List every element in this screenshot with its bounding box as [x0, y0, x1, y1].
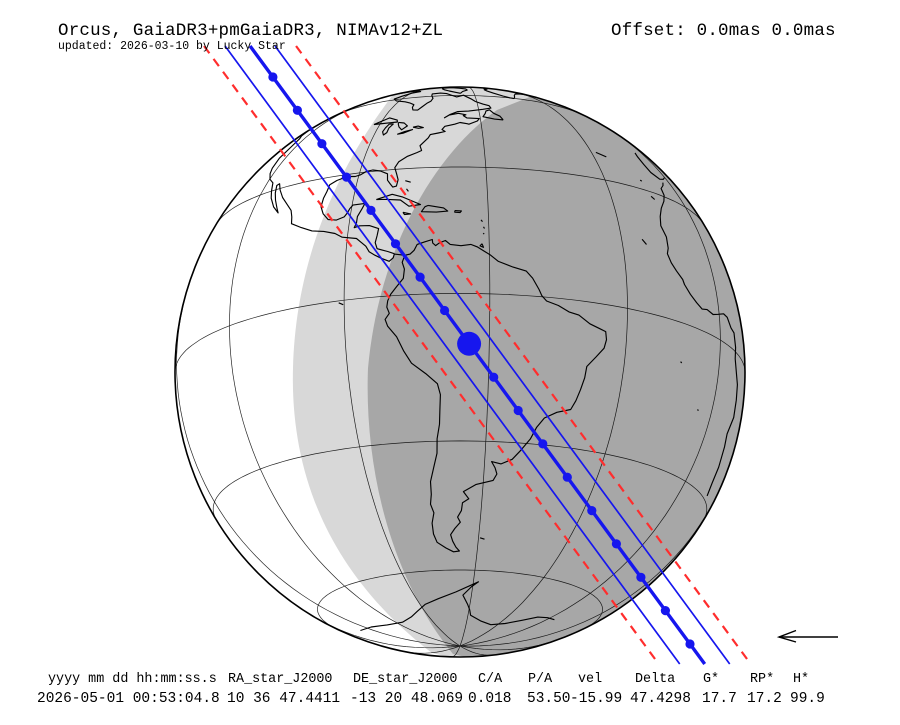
updated-note: updated: 2026-03-10 by Lucky Star	[58, 40, 286, 53]
ephemeris-value-cell: 47.4298	[630, 691, 691, 707]
coastlines	[269, 87, 738, 632]
ephemeris-header-cell: vel	[578, 672, 603, 687]
ephemeris-value-cell: 10 36 47.4411	[227, 691, 341, 707]
path-dot	[685, 639, 695, 649]
ephemeris-header-cell: G*	[703, 672, 720, 687]
ephemeris-header-cell: P/A	[528, 672, 553, 687]
ephemeris-value-cell: 2026-05-01 00:53:04.8	[37, 691, 220, 707]
ephemeris-value-cell: 0.018	[468, 691, 512, 707]
ephemeris-value-cell: 99.9	[790, 691, 825, 707]
offset-label: Offset: 0.0mas 0.0mas	[611, 21, 836, 41]
path-dot	[390, 239, 401, 249]
ephemeris-header-cell: DE_star_J2000	[353, 672, 458, 687]
ephemeris-header-cell: RA_star_J2000	[228, 672, 333, 687]
ephemeris-header-cell: Delta	[635, 672, 676, 687]
path-dot	[587, 506, 597, 516]
path-dot	[415, 272, 425, 282]
path-dot	[636, 572, 646, 582]
ephemeris-value-cell: 17.2	[747, 691, 782, 707]
globe-shading	[175, 87, 745, 657]
map-title: Orcus, GaiaDR3+pmGaiaDR3, NIMAv12+ZL	[58, 21, 444, 41]
night-region	[367, 87, 745, 657]
path-dot	[538, 439, 548, 449]
ephemeris-value-cell: 53.50	[527, 691, 571, 707]
ephemeris-header-cell: H*	[793, 672, 810, 687]
ephemeris-value-cell: -15.99	[570, 691, 623, 707]
ephemeris-header-cell: C/A	[478, 672, 503, 687]
path-dot	[317, 139, 327, 149]
ephemeris-header-cell: yyyy mm dd hh:mm:ss.s	[48, 672, 217, 687]
path-dot	[562, 472, 572, 482]
motion-arrow	[776, 629, 838, 643]
ephemeris-value-cell: -13 20 48.069	[350, 691, 464, 707]
shadow-path-lines	[203, 44, 752, 666]
ephemeris-value-cell: 17.7	[702, 691, 737, 707]
path-dot	[660, 606, 671, 616]
path-dot	[440, 305, 450, 316]
closest-approach-dot	[457, 331, 482, 356]
path-dot	[292, 105, 302, 115]
globe-outline	[174, 86, 746, 658]
path-limit-line	[224, 45, 681, 665]
path-dot	[489, 372, 499, 382]
path-limit-line	[274, 45, 731, 665]
path-dot	[513, 405, 523, 416]
path-center-line	[248, 44, 707, 666]
path-dot	[268, 72, 278, 82]
path-dot	[611, 539, 622, 549]
path-dot	[341, 172, 352, 182]
ephemeris-header-cell: RP*	[750, 672, 775, 687]
path-dot	[366, 205, 376, 215]
